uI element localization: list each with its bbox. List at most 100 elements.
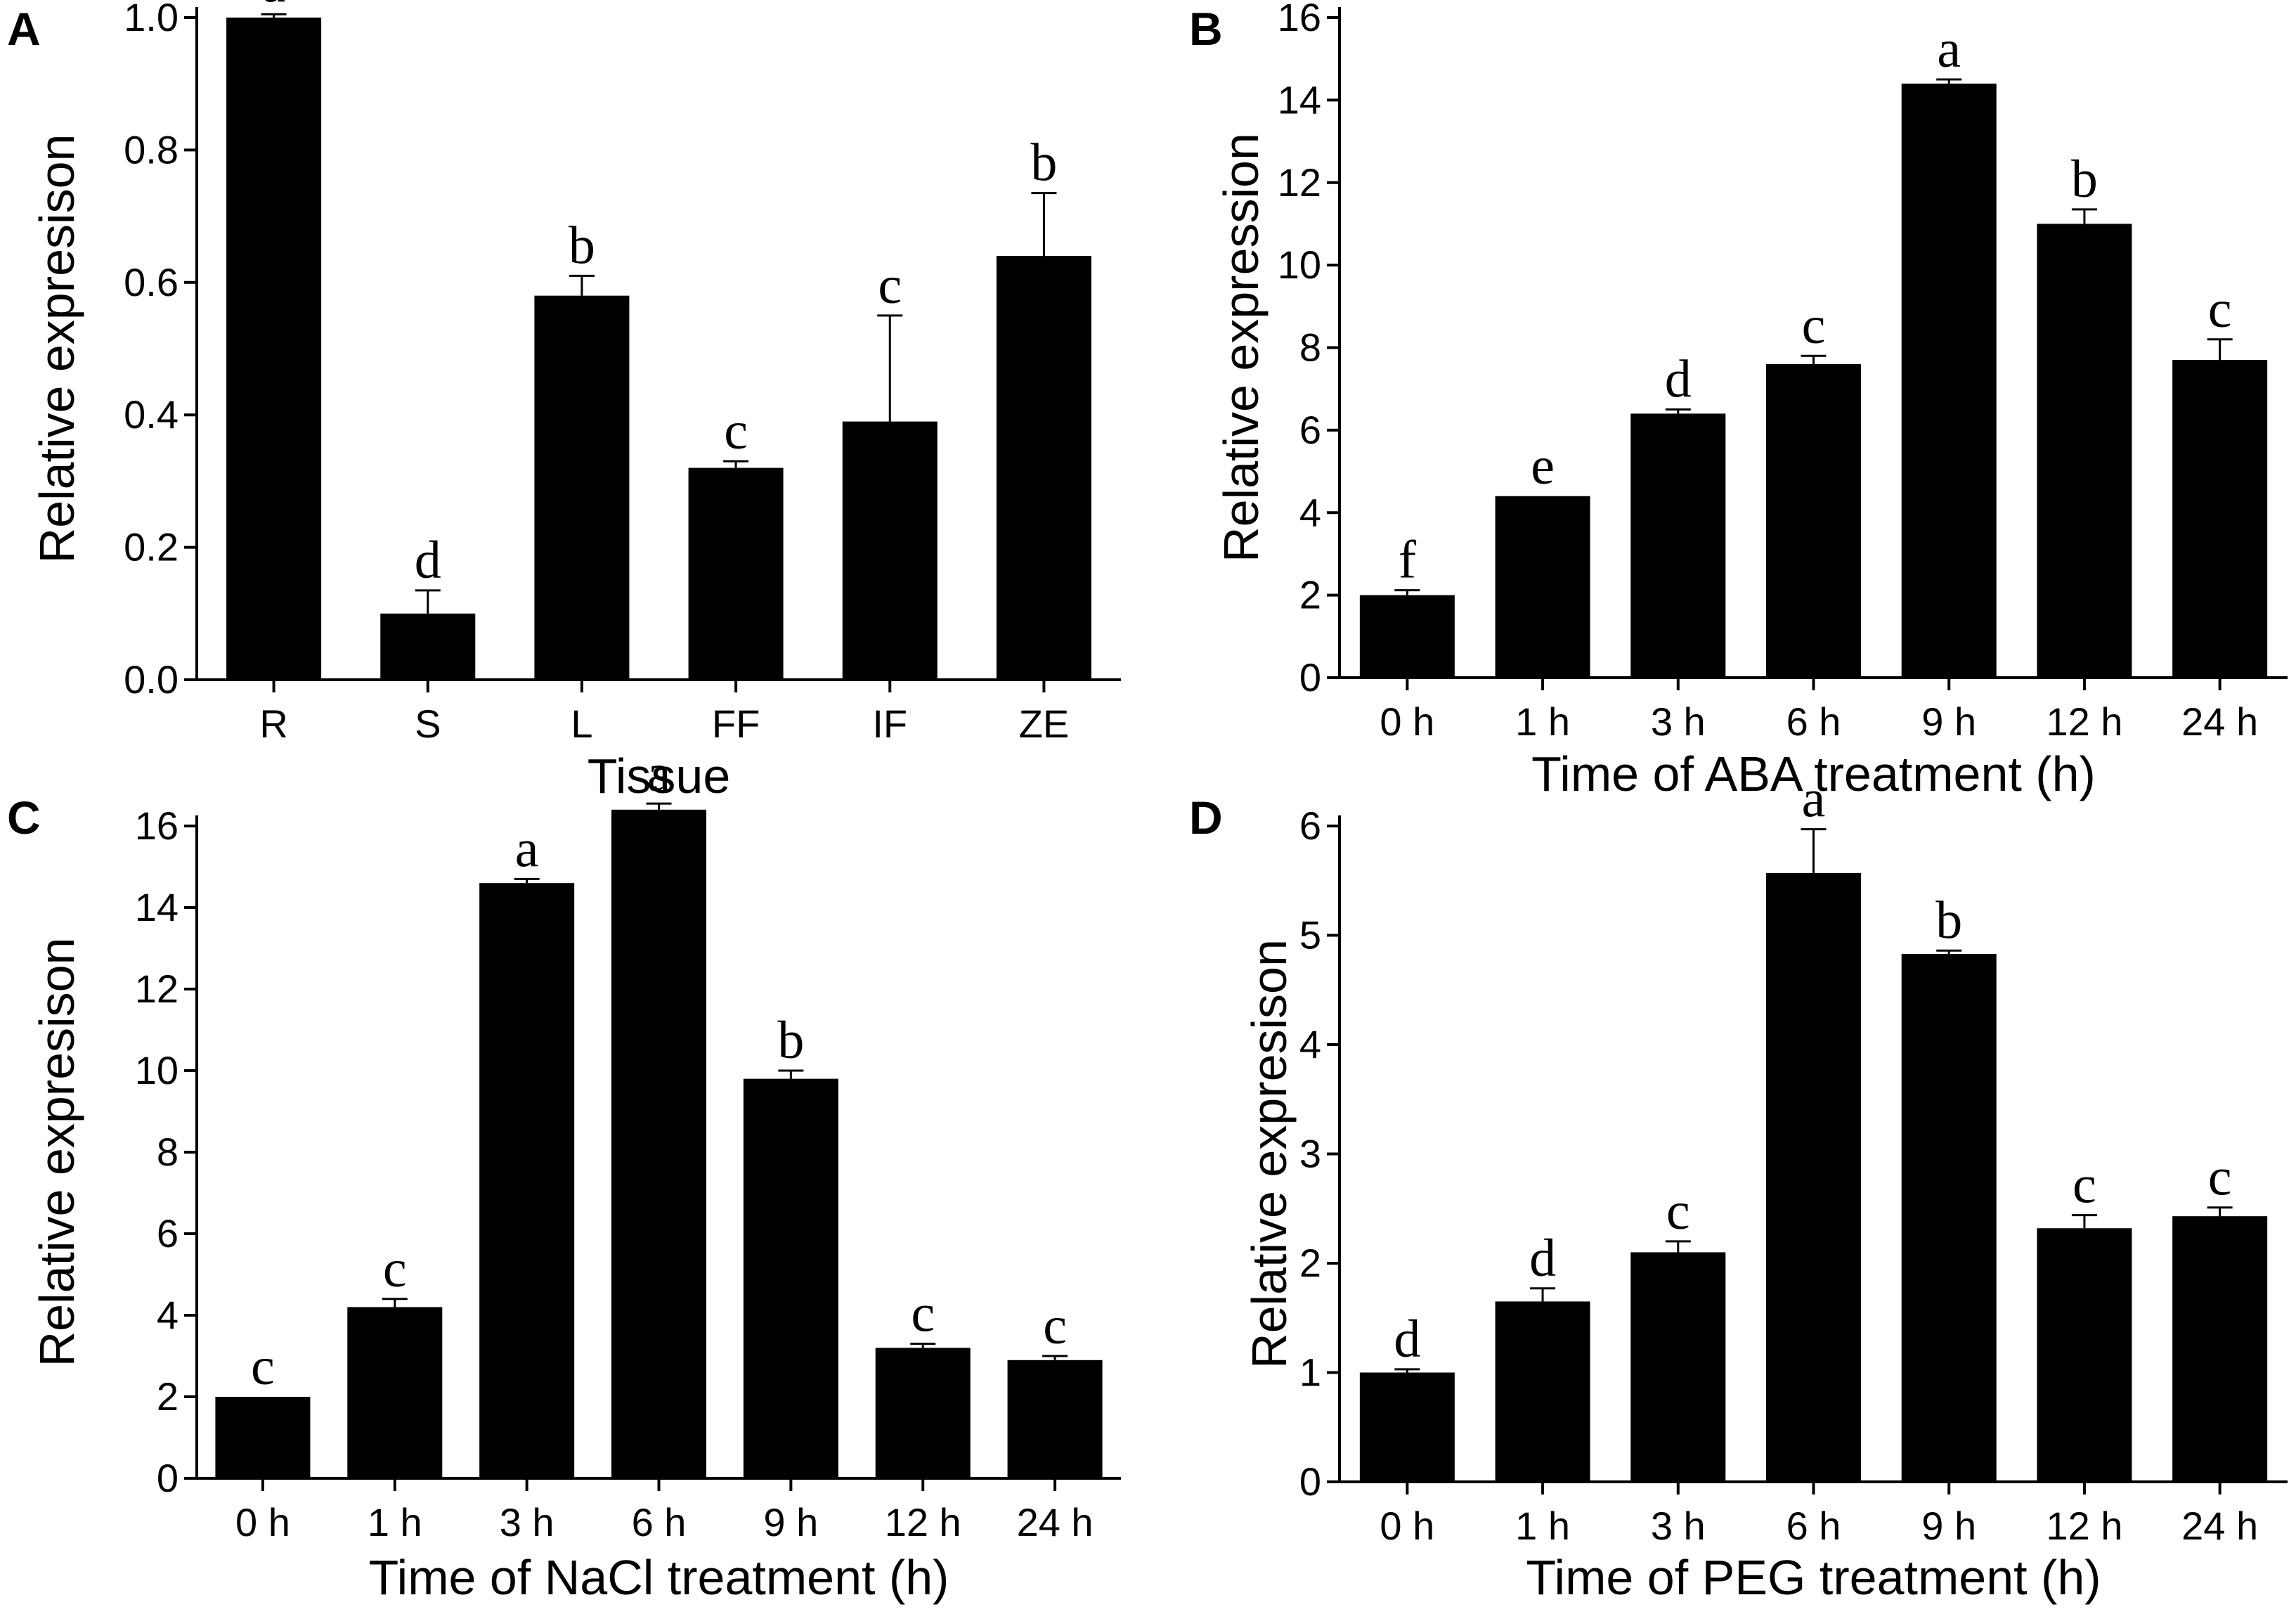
y-tick-label: 0.4 [124, 392, 179, 437]
significance-label: a [1937, 20, 1961, 79]
bar [842, 421, 938, 680]
significance-label: d [1529, 1229, 1556, 1288]
y-tick-label: 0 [1299, 1459, 1321, 1504]
x-axis-title: Time of ABA treatment (h) [1531, 747, 2096, 801]
significance-label: b [1030, 134, 1057, 193]
bar [611, 809, 706, 1478]
bar [2037, 1228, 2132, 1482]
significance-label: c [878, 256, 902, 315]
y-tick-label: 10 [135, 1048, 179, 1092]
y-tick-label: 16 [1278, 0, 1321, 39]
y-tick-label: 0.2 [124, 525, 179, 569]
bar [1766, 363, 1861, 678]
y-tick-label: 12 [135, 967, 179, 1011]
panel-a: A 0.0 0.2 0.4 0.6 0.8 1.0 Ra Sd Lb FF c IF c ZE b Tissu… [7, 0, 1121, 803]
significance-label: c [1043, 1296, 1067, 1355]
significance-label: c [1802, 296, 1826, 355]
x-tick-label: 3 h [1651, 1504, 1706, 1548]
y-tick-label: 14 [1278, 77, 1321, 122]
x-tick-label: 24 h [1017, 1500, 1094, 1544]
x-axis-title: Time of NaCl treatment (h) [369, 1550, 949, 1605]
bar [534, 295, 630, 680]
panel-d: D 0 1 2 3 4 5 6 0 h d 1 h d 3 h c 6 h a 9 h b 12 h c 24 h c T… [1189, 770, 2288, 1605]
y-tick-label: 4 [1299, 1022, 1321, 1066]
y-tick-label: 1 [1299, 1350, 1321, 1395]
bar [1901, 83, 1997, 678]
significance-label: c [1666, 1182, 1690, 1241]
x-tick-label: 24 h [2181, 699, 2258, 744]
bar [1007, 1360, 1103, 1478]
panel-letter: B [1189, 3, 1223, 55]
x-tick-label: 12 h [2046, 699, 2122, 744]
y-axis-title: Relative expresison [30, 134, 84, 564]
panel-letter: A [7, 3, 41, 55]
y-tick-label: 12 [1278, 160, 1321, 205]
x-tick-label: 0 h [1380, 699, 1434, 744]
bar [215, 1397, 311, 1478]
x-axis-title: Time of PEG treatment (h) [1526, 1550, 2101, 1605]
y-tick-label: 0.6 [124, 260, 179, 304]
y-tick-label: 0 [157, 1456, 179, 1500]
bar [1766, 872, 1861, 1482]
significance-label: f [1399, 531, 1417, 590]
x-axis-title: Tissue [588, 749, 731, 803]
bar [226, 18, 322, 680]
bar [380, 613, 476, 680]
panel-letter: C [7, 792, 41, 844]
bar [1630, 413, 1726, 678]
y-tick-label: 2 [1299, 573, 1321, 617]
x-tick-label: 0 h [235, 1500, 290, 1544]
x-tick-label: 12 h [885, 1500, 961, 1544]
significance-label: d [415, 531, 441, 590]
significance-label: d [1665, 350, 1692, 409]
panel-b: B 0 2 4 6 8 10 12 14 16 0 h f 1 h e 3 h d 6 h c 9 h a 12 h b… [1189, 0, 2288, 801]
y-tick-label: 0 [1299, 655, 1321, 699]
significance-label: b [2071, 150, 2098, 209]
significance-label: e [1531, 437, 1555, 496]
y-tick-label: 6 [1299, 408, 1321, 452]
x-tick-label: 3 h [500, 1500, 554, 1544]
x-tick-label: 12 h [2046, 1504, 2122, 1548]
y-axis-title: Relative expresison [30, 938, 84, 1367]
significance-label: c [724, 401, 748, 460]
significance-label: a [1802, 770, 1826, 829]
x-tick-label: 6 h [1786, 699, 1841, 744]
y-tick-label: 16 [135, 803, 179, 848]
x-tick-label: 6 h [632, 1500, 687, 1544]
significance-label: a [515, 819, 539, 878]
bar [2037, 224, 2132, 678]
bar [1359, 1372, 1455, 1482]
bar [2172, 360, 2268, 678]
bar [1630, 1252, 1726, 1482]
x-tick-label: 1 h [1515, 1504, 1570, 1548]
x-tick-label: 0 h [1380, 1504, 1434, 1548]
panel-c: C 0 2 4 6 8 10 12 14 16 0 h c 1 h c 3 h a 6 h a 9 h b 12 h c… [7, 744, 1121, 1605]
x-tick-label: 1 h [368, 1500, 422, 1544]
significance-label: a [647, 744, 671, 803]
significance-label: c [251, 1337, 275, 1396]
y-tick-label: 8 [157, 1130, 179, 1174]
x-tick-label: 1 h [1515, 699, 1570, 744]
x-tick-label: ZE [1019, 702, 1070, 746]
y-axis-title: Relative expression [1214, 133, 1269, 562]
panel-letter: D [1189, 792, 1223, 844]
y-tick-label: 6 [1299, 803, 1321, 848]
significance-label: b [569, 216, 595, 275]
x-tick-label: L [571, 702, 592, 746]
x-tick-label: 3 h [1651, 699, 1706, 744]
y-tick-label: 14 [135, 885, 179, 929]
x-tick-label: 9 h [1921, 1504, 1976, 1548]
bar [996, 256, 1091, 680]
x-tick-label: 9 h [1921, 699, 1976, 744]
significance-label: c [2073, 1156, 2096, 1215]
bar [347, 1307, 443, 1478]
bar [875, 1348, 971, 1478]
significance-label: a [262, 0, 286, 13]
y-tick-label: 5 [1299, 913, 1321, 957]
y-tick-label: 2 [157, 1374, 179, 1419]
y-tick-label: 6 [157, 1211, 179, 1255]
bar [1901, 953, 1997, 1482]
significance-label: c [911, 1284, 935, 1343]
significance-label: c [2208, 1148, 2232, 1207]
